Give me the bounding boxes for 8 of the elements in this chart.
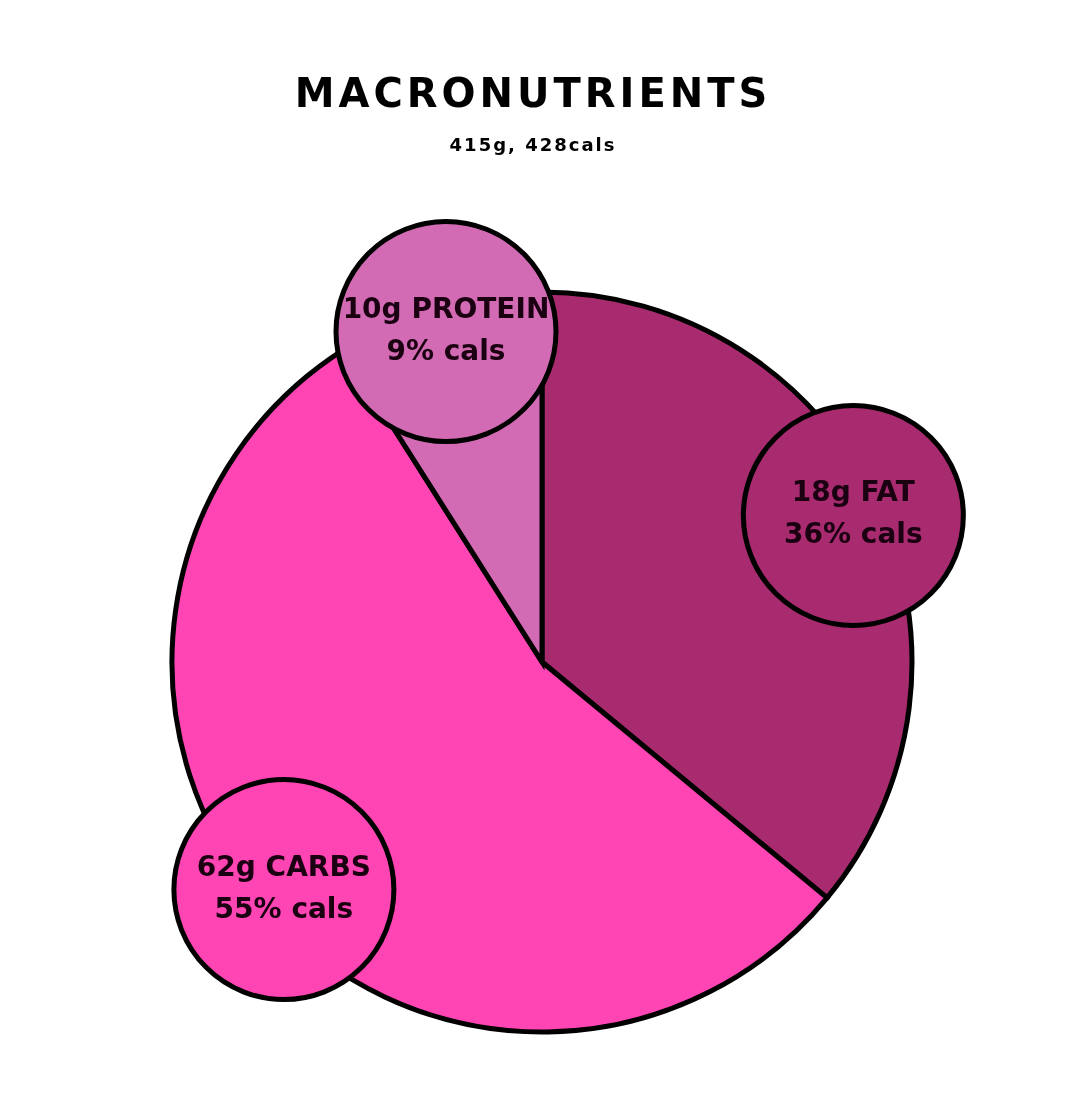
- slice-label: 10g PROTEIN: [342, 291, 550, 325]
- chart-title: MACRONUTRIENTS: [293, 69, 773, 116]
- slice-label: 18g FAT: [791, 475, 915, 509]
- data-label: 36% cals: [784, 517, 923, 551]
- data-label: 9% cals: [386, 333, 506, 367]
- slice-label: 62g CARBS: [196, 849, 371, 883]
- chart-subtitle: 415g, 428cals: [448, 134, 618, 155]
- data-label: 55% cals: [214, 891, 354, 925]
